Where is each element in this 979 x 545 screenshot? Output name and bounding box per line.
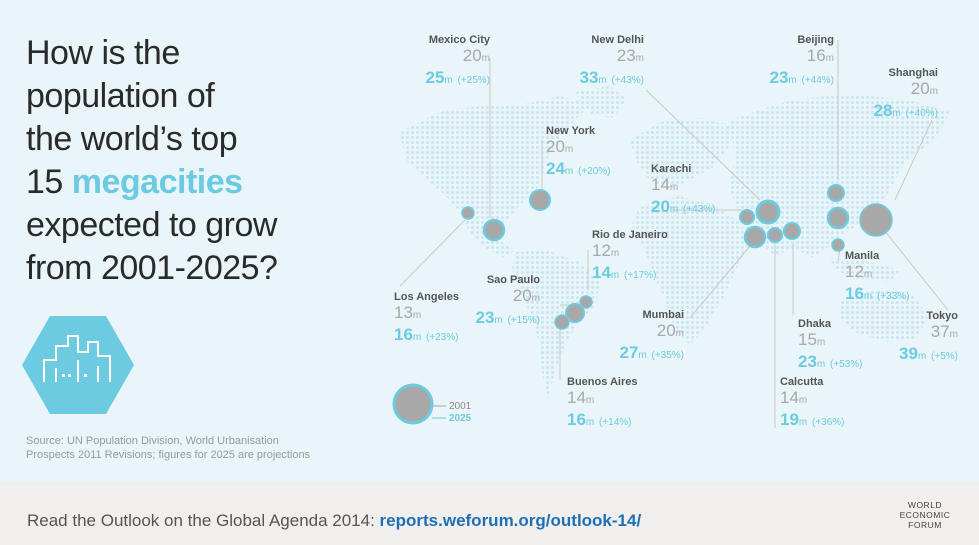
world-map	[392, 40, 950, 428]
bubble-new-delhi	[755, 199, 781, 225]
australia	[840, 288, 928, 342]
label-shanghai: Shanghai 20m 28m (+40%)	[873, 67, 938, 120]
continents	[400, 86, 950, 398]
africa	[632, 196, 748, 345]
label-sao-paulo: Sao Paulo 20m 23m (+15%)	[475, 274, 540, 327]
city-skyline-hexagon-icon	[22, 316, 134, 414]
footer-bar	[0, 482, 979, 545]
label-manila: Manila 12m 16m (+33%)	[845, 250, 910, 303]
label-new-delhi: New Delhi 23m 33m (+43%)	[579, 34, 644, 87]
source-note: Source: UN Population Division, World Ur…	[26, 435, 311, 461]
label-dhaka: Dhaka 15m 23m (+53%)	[798, 318, 863, 371]
legend-bubble	[392, 383, 446, 425]
bubble-beijing	[827, 184, 845, 202]
wef-logo: WORLD ECONOMIC FORUM	[899, 500, 951, 530]
label-los-angeles: Los Angeles 13m 16m (+23%)	[394, 291, 459, 344]
label-beijing: Beijing 16m 23m (+44%)	[769, 34, 834, 87]
label-mexico-city: Mexico City 20m 25m (+25%)	[425, 34, 490, 87]
footer-text: Read the Outlook on the Global Agenda 20…	[27, 511, 642, 530]
label-karachi: Karachi 14m 20m (+43%)	[651, 163, 716, 216]
bubble-dhaka	[783, 222, 801, 240]
legend-2025: 2025	[449, 413, 472, 424]
headline-line: the world’s top	[26, 120, 238, 158]
label-calcutta: Calcutta 14m 19m (+36%)	[780, 376, 845, 429]
bubble-buenos-aires	[554, 314, 570, 330]
headline-line: expected to grow	[26, 206, 277, 244]
outlook-report-link[interactable]: reports.weforum.org/outlook-14/	[379, 511, 642, 530]
city-bubbles	[461, 184, 893, 330]
indonesia	[830, 258, 900, 282]
headline-line: 15 megacities	[26, 163, 243, 201]
bubble-los-angeles	[461, 206, 475, 220]
label-tokyo: Tokyo 37m 39m (+5%)	[899, 310, 958, 363]
bubble-sao-paulo	[565, 303, 585, 323]
headline: How is the population of the world’s top…	[26, 32, 356, 290]
bubble-calcutta	[767, 227, 783, 243]
bubble-mexico-city	[482, 218, 506, 242]
greenland	[575, 86, 628, 118]
bubble-new-york	[529, 189, 551, 211]
headline-line: How is the	[26, 34, 180, 72]
label-rio-de-janeiro: Rio de Janeiro 12m 14m (+17%)	[592, 229, 668, 282]
label-buenos-aires: Buenos Aires 14m 16m (+14%)	[567, 376, 638, 429]
bubble-manila	[831, 238, 845, 252]
asia	[728, 94, 950, 258]
bubble-karachi	[739, 209, 755, 225]
headline-line: population of	[26, 77, 215, 115]
label-mumbai: Mumbai 20m 27m (+35%)	[619, 309, 684, 362]
headline-line: from 2001-2025?	[26, 249, 278, 287]
europe	[630, 118, 735, 190]
north-america	[400, 96, 590, 258]
bubble-tokyo	[859, 203, 893, 237]
bubble-rio	[579, 295, 593, 309]
headline-highlight: megacities	[71, 163, 243, 201]
bubble-mumbai	[743, 225, 767, 249]
bubble-shanghai	[826, 206, 850, 230]
label-new-york: New York 20m 24m (+20%)	[546, 125, 611, 178]
legend-2001: 2001	[449, 401, 472, 412]
